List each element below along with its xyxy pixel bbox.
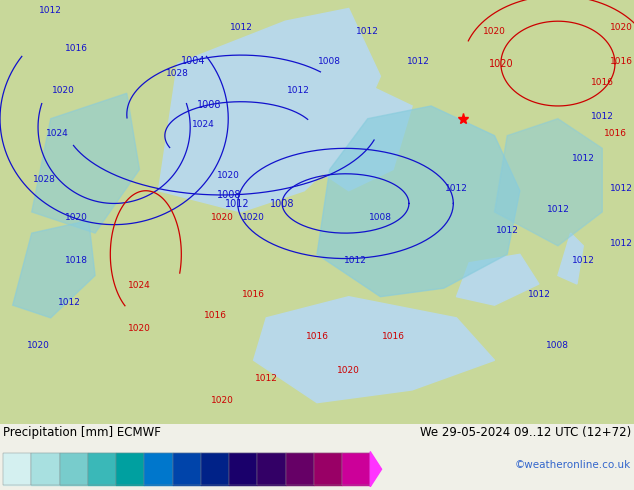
Bar	[229, 453, 257, 485]
Text: 1020: 1020	[27, 341, 49, 349]
Bar	[285, 453, 314, 485]
Polygon shape	[13, 220, 95, 318]
Text: 1024: 1024	[46, 129, 68, 138]
Text: 1016: 1016	[65, 44, 87, 53]
Text: 1024: 1024	[191, 120, 214, 129]
Text: 1020: 1020	[65, 214, 87, 222]
Text: 1028: 1028	[33, 175, 56, 184]
Polygon shape	[254, 297, 495, 403]
Bar	[285, 453, 314, 485]
Text: 1012: 1012	[344, 256, 366, 265]
Polygon shape	[158, 8, 380, 212]
Text: 1004: 1004	[181, 56, 205, 66]
Polygon shape	[32, 93, 139, 233]
Bar	[88, 453, 116, 485]
Text: 1020: 1020	[337, 366, 360, 375]
Bar	[145, 453, 172, 485]
Bar	[88, 453, 116, 485]
Text: 1012: 1012	[230, 23, 252, 32]
Text: 1018: 1018	[65, 256, 87, 265]
Polygon shape	[317, 85, 412, 191]
Bar	[342, 453, 370, 485]
Text: 1012: 1012	[610, 239, 633, 248]
Text: 1020: 1020	[210, 214, 233, 222]
Text: 1020: 1020	[210, 395, 233, 405]
Bar	[172, 453, 201, 485]
Text: 1012: 1012	[547, 205, 569, 214]
Polygon shape	[317, 106, 520, 297]
Text: 1012: 1012	[496, 226, 519, 235]
Bar	[201, 453, 229, 485]
Text: 1008: 1008	[318, 56, 341, 66]
Text: 1020: 1020	[483, 27, 506, 36]
Text: 1024: 1024	[128, 281, 151, 290]
Text: 1028: 1028	[166, 69, 189, 78]
Text: 1012: 1012	[591, 112, 614, 121]
Text: We 29-05-2024 09..12 UTC (12+72): We 29-05-2024 09..12 UTC (12+72)	[420, 426, 631, 440]
Text: 1016: 1016	[306, 332, 328, 341]
Text: 1020: 1020	[52, 86, 75, 95]
Bar	[257, 453, 285, 485]
Text: Precipitation [mm] ECMWF: Precipitation [mm] ECMWF	[3, 426, 161, 440]
Text: 1012: 1012	[255, 374, 278, 384]
Text: 1008: 1008	[270, 199, 294, 209]
Text: 1008: 1008	[217, 190, 241, 200]
Text: 1016: 1016	[591, 78, 614, 87]
Text: 1016: 1016	[204, 311, 227, 320]
Text: 1012: 1012	[287, 86, 309, 95]
Bar	[342, 453, 370, 485]
Text: 1016: 1016	[382, 332, 404, 341]
Bar	[60, 453, 88, 485]
Bar	[60, 453, 88, 485]
Bar	[257, 453, 285, 485]
Text: 1012: 1012	[356, 27, 379, 36]
Bar	[314, 453, 342, 485]
Text: 1012: 1012	[527, 290, 550, 299]
Text: 1020: 1020	[489, 59, 513, 69]
Text: 1012: 1012	[58, 298, 81, 307]
Bar	[3, 453, 32, 485]
Text: 1012: 1012	[445, 184, 468, 193]
Text: 1008: 1008	[547, 341, 569, 349]
Text: 1012: 1012	[39, 6, 62, 15]
Text: 1016: 1016	[242, 290, 265, 299]
Polygon shape	[495, 119, 602, 246]
Text: 1012: 1012	[572, 154, 595, 163]
Text: 1016: 1016	[604, 129, 626, 138]
Bar	[145, 453, 172, 485]
Bar	[32, 453, 60, 485]
Text: 1012: 1012	[226, 199, 250, 209]
Text: 1012: 1012	[572, 256, 595, 265]
Bar	[229, 453, 257, 485]
Polygon shape	[558, 233, 583, 284]
Bar	[201, 453, 229, 485]
Text: 1016: 1016	[610, 56, 633, 66]
Bar	[172, 453, 201, 485]
FancyArrow shape	[370, 452, 382, 487]
Text: 1012: 1012	[610, 184, 633, 193]
Bar	[3, 453, 32, 485]
Text: 1020: 1020	[242, 214, 265, 222]
Text: 1012: 1012	[407, 56, 430, 66]
Text: 1024: 1024	[552, 0, 576, 1]
Polygon shape	[456, 254, 539, 305]
Text: 1008: 1008	[369, 214, 392, 222]
Bar	[32, 453, 60, 485]
Bar	[116, 453, 145, 485]
Text: ©weatheronline.co.uk: ©weatheronline.co.uk	[515, 460, 631, 470]
Text: 1020: 1020	[128, 323, 151, 333]
Text: 1020: 1020	[610, 23, 633, 32]
Bar	[314, 453, 342, 485]
Text: 1008: 1008	[197, 100, 221, 110]
Bar	[116, 453, 145, 485]
Text: 1020: 1020	[217, 171, 240, 180]
